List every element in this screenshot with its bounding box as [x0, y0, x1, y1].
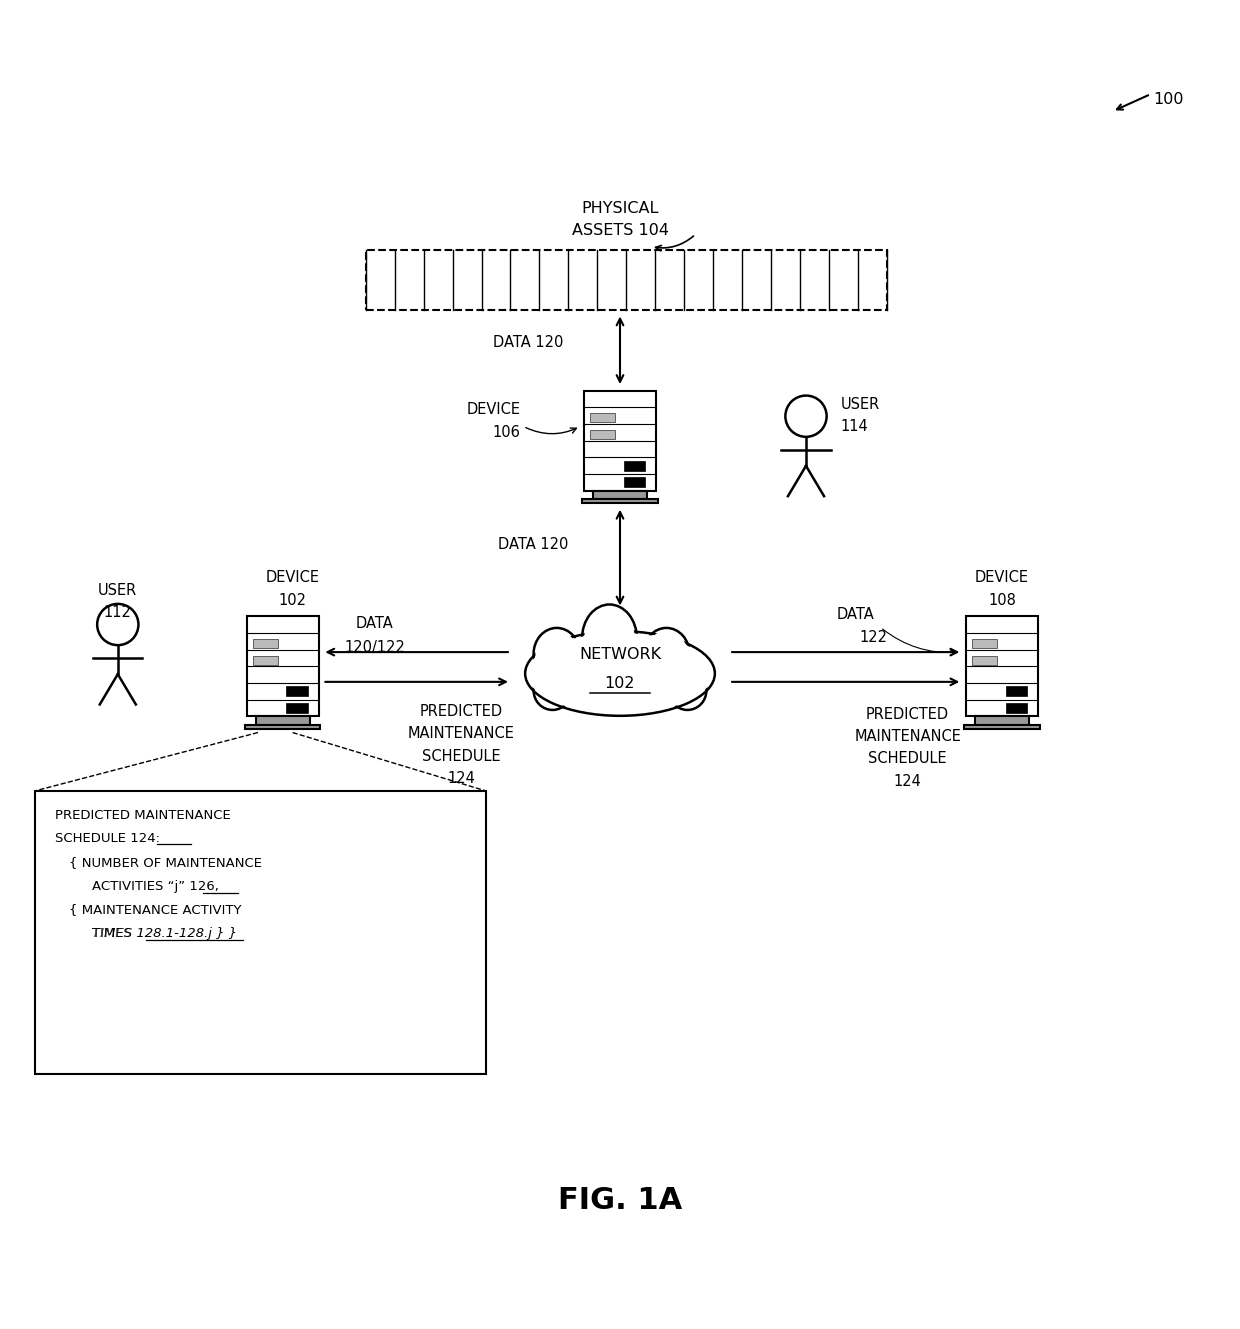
Text: ACTIVITIES “j” 126,: ACTIVITIES “j” 126, [92, 880, 218, 893]
Text: DATA 120: DATA 120 [494, 335, 563, 350]
Ellipse shape [668, 671, 707, 710]
Ellipse shape [533, 671, 572, 710]
Bar [253, 639, 278, 649]
Bar [972, 639, 997, 649]
Bar [1006, 703, 1027, 714]
Text: MAINTENANCE: MAINTENANCE [854, 728, 961, 744]
Bar [972, 655, 997, 664]
Text: { NUMBER OF MAINTENANCE: { NUMBER OF MAINTENANCE [69, 856, 263, 869]
Bar [593, 490, 647, 498]
Bar [624, 477, 645, 488]
Text: TIMES 128.1-128.j } }: TIMES 128.1-128.j } } [92, 928, 237, 940]
Bar [966, 617, 1038, 716]
Text: USER: USER [98, 582, 138, 598]
Text: DEVICE: DEVICE [265, 570, 320, 585]
Text: SCHEDULE 124:: SCHEDULE 124: [55, 832, 160, 845]
Text: 102: 102 [605, 675, 635, 691]
Text: PREDICTED MAINTENANCE: PREDICTED MAINTENANCE [55, 809, 231, 823]
Bar [583, 498, 657, 504]
Bar [255, 716, 310, 724]
Text: TIMES: TIMES [92, 928, 136, 940]
Bar [584, 391, 656, 490]
Bar [253, 655, 278, 664]
Text: PREDICTED: PREDICTED [419, 704, 503, 719]
Text: 114: 114 [841, 419, 868, 435]
Ellipse shape [527, 633, 713, 714]
Text: { MAINTENANCE ACTIVITY: { MAINTENANCE ACTIVITY [69, 904, 242, 917]
Bar [286, 703, 308, 714]
Text: DATA: DATA [837, 607, 874, 622]
Text: 106: 106 [494, 425, 521, 440]
Text: DATA 120: DATA 120 [498, 537, 568, 552]
Bar [975, 716, 1029, 724]
Text: 124: 124 [894, 773, 921, 788]
Text: DATA: DATA [356, 617, 393, 631]
Text: DEVICE: DEVICE [975, 570, 1029, 585]
Text: USER: USER [841, 396, 880, 412]
Ellipse shape [645, 631, 688, 676]
Text: 124: 124 [448, 771, 475, 785]
Bar [624, 461, 645, 470]
Bar [35, 791, 486, 1074]
Text: 108: 108 [988, 593, 1016, 607]
Ellipse shape [584, 609, 635, 668]
Text: 102: 102 [279, 593, 306, 607]
Text: 120/122: 120/122 [343, 639, 405, 655]
Bar [247, 617, 319, 716]
Ellipse shape [536, 631, 578, 676]
Text: ASSETS 104: ASSETS 104 [572, 223, 668, 238]
Text: FIG. 1A: FIG. 1A [558, 1185, 682, 1215]
Ellipse shape [533, 627, 580, 680]
Text: PHYSICAL: PHYSICAL [582, 201, 658, 215]
Text: SCHEDULE: SCHEDULE [868, 751, 947, 767]
Text: TIMES: TIMES [92, 928, 136, 940]
Text: PREDICTED: PREDICTED [866, 707, 950, 722]
Text: DEVICE: DEVICE [466, 401, 521, 416]
Text: MAINTENANCE: MAINTENANCE [408, 727, 515, 742]
Bar [590, 429, 615, 439]
Ellipse shape [582, 605, 637, 672]
Bar [965, 724, 1039, 728]
Bar [366, 250, 887, 310]
Ellipse shape [526, 631, 714, 716]
Text: SCHEDULE: SCHEDULE [422, 748, 501, 764]
Text: 112: 112 [104, 605, 131, 619]
Bar [286, 686, 308, 696]
Text: 122: 122 [859, 630, 888, 645]
Bar [246, 724, 320, 728]
Bar [1006, 686, 1027, 696]
Bar [590, 413, 615, 423]
Text: NETWORK: NETWORK [579, 647, 661, 662]
Ellipse shape [644, 627, 689, 680]
Text: 100: 100 [1153, 92, 1184, 106]
